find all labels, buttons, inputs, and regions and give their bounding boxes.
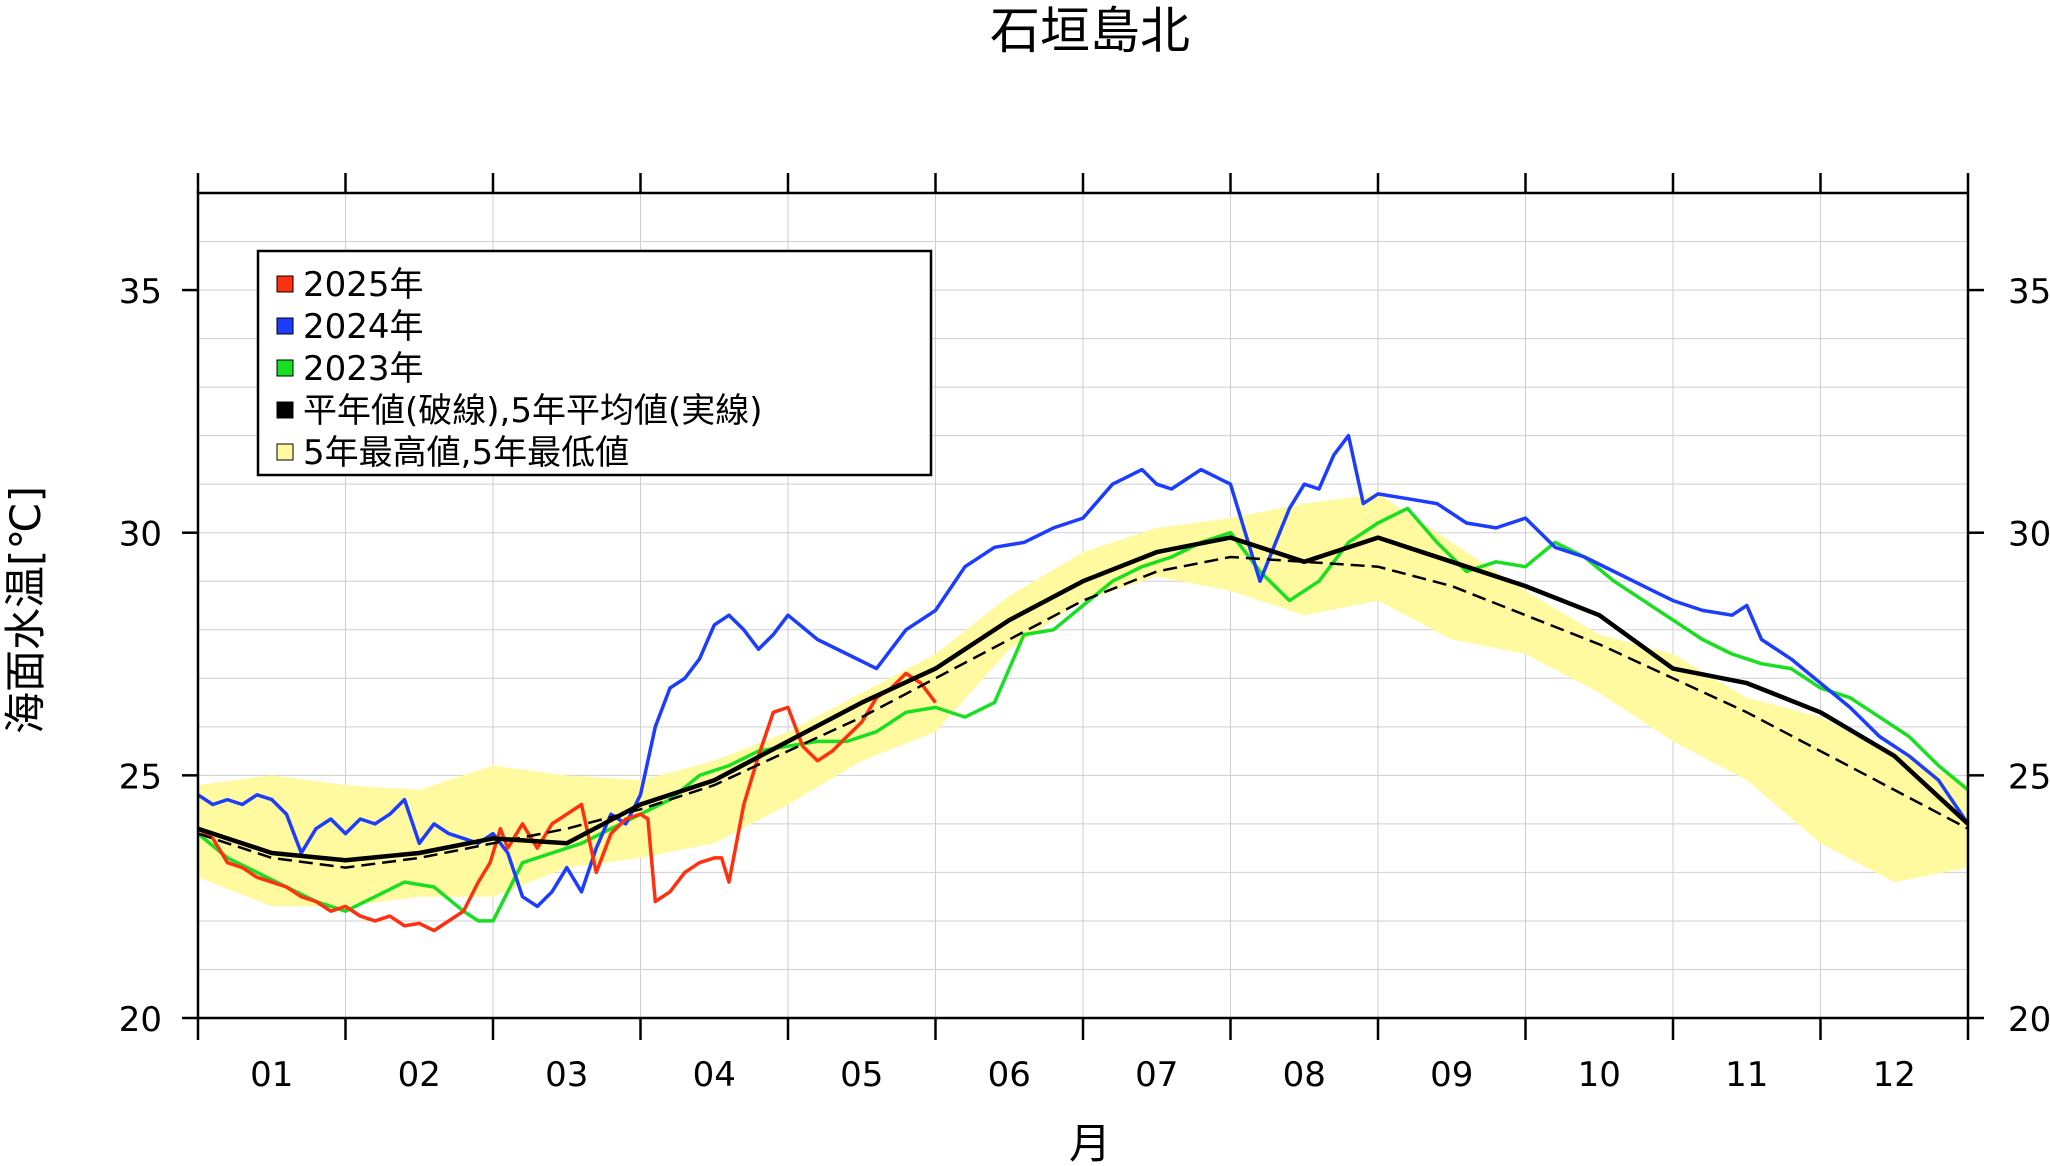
x-tick-label: 07 [1135, 1055, 1178, 1095]
x-tick-label: 05 [840, 1055, 883, 1095]
y-tick-label-left: 25 [119, 757, 162, 797]
legend-label: 平年値(破線),5年平均値(実線) [303, 391, 763, 431]
series-line-4 [197, 555, 1969, 869]
legend-frame [256, 249, 933, 477]
x-tick-label: 02 [398, 1055, 441, 1095]
x-tick-label: 03 [545, 1055, 588, 1095]
x-tick-label: 04 [693, 1055, 736, 1095]
x-axis-label: 月 [1069, 1119, 1111, 1166]
y-tick-label-left: 35 [119, 272, 162, 312]
legend-swatch [276, 275, 294, 293]
y-tick-label-right: 35 [2008, 272, 2050, 312]
legend-swatch [276, 443, 294, 461]
legend-label: 2024年 [303, 307, 424, 347]
x-tick-label: 06 [988, 1055, 1031, 1095]
series-line-0 [197, 671, 937, 933]
legend-swatch [276, 401, 294, 419]
x-tick-label: 11 [1725, 1055, 1768, 1095]
y-tick-label-right: 25 [2008, 757, 2050, 797]
y-tick-label-left: 30 [119, 515, 162, 555]
y-tick-label-right: 20 [2008, 1000, 2050, 1040]
y-tick-label-right: 30 [2008, 515, 2050, 555]
legend-label: 2023年 [303, 349, 424, 389]
series-line-1 [197, 433, 1970, 909]
legend-label: 5年最高値,5年最低値 [303, 433, 629, 473]
y-tick-label-left: 20 [119, 1000, 162, 1040]
axis-layer: 20 20 25 25 30 30 35 35 01 02 03 04 05 06 07 08 09 10 11 12 [119, 173, 2050, 1095]
x-tick-label: 08 [1283, 1055, 1326, 1095]
x-tick-label: 01 [250, 1055, 293, 1095]
x-tick-label: 09 [1430, 1055, 1473, 1095]
legend-swatch [276, 359, 294, 377]
legend-swatch [276, 317, 294, 335]
chart-title: 石垣島北 [990, 2, 1190, 60]
series-line-2 [196, 506, 1970, 923]
x-tick-label: 10 [1578, 1055, 1621, 1095]
legend: 2025年2024年2023年平年値(破線),5年平均値(実線)5年最高値,5年… [256, 249, 933, 477]
series-layer [196, 433, 1970, 933]
x-tick-label: 12 [1873, 1055, 1916, 1095]
series-line-3 [197, 535, 1970, 863]
legend-label: 2025年 [303, 265, 424, 305]
y-axis-label: 海面水温[℃] [1, 486, 50, 734]
